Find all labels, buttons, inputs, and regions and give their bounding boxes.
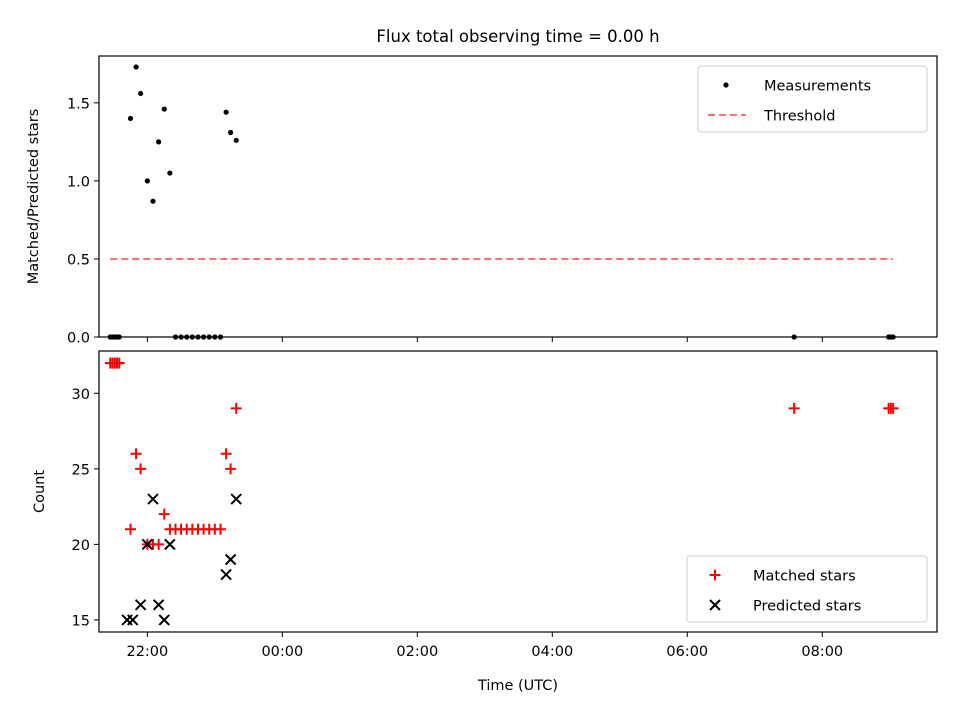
data-point	[225, 463, 237, 475]
data-point	[147, 493, 159, 505]
legend-label: Measurements	[764, 79, 871, 95]
figure-title: Flux total observing time = 0.00 h	[376, 27, 659, 46]
data-point	[167, 170, 173, 176]
legend-swatch	[709, 599, 721, 611]
legend: Measurements Threshold	[697, 65, 928, 133]
data-point	[158, 508, 170, 520]
data-point	[135, 463, 147, 475]
data-point	[887, 402, 899, 414]
data-point	[153, 538, 165, 550]
data-point	[214, 523, 226, 535]
data-point	[138, 90, 144, 97]
data-point	[127, 614, 139, 626]
x-tick-label: 08:00	[801, 644, 843, 660]
data-point	[230, 493, 242, 505]
data-point	[113, 357, 125, 369]
y-tick-label: 1.0	[67, 174, 90, 190]
x-tick-label: 02:00	[396, 644, 438, 660]
data-point	[161, 106, 167, 112]
data-point	[156, 139, 162, 145]
y-tick-label: 20	[72, 538, 90, 554]
data-point	[164, 538, 176, 551]
x-tick-label: 22:00	[126, 644, 168, 660]
data-point	[134, 599, 147, 611]
plot-frame	[98, 350, 938, 633]
x-tick-label: 00:00	[261, 644, 303, 660]
y-axis-label: Count	[32, 470, 48, 513]
data-point	[158, 614, 170, 626]
top-panel: 0.0 0.5 1.0 1.5 Matched/Predicted stars Measu…	[26, 55, 938, 347]
data-point	[223, 109, 229, 115]
y-axis-label: Matched/Predicted stars	[26, 109, 42, 285]
data-point	[144, 178, 150, 184]
data-point	[220, 448, 232, 460]
data-point	[228, 129, 234, 136]
x-tick-label: 04:00	[531, 644, 573, 660]
data-point	[133, 64, 139, 70]
y-tick-label: 0.5	[67, 252, 90, 268]
y-tick-label: 25	[72, 462, 90, 478]
data-point	[150, 198, 156, 204]
data-point	[224, 553, 237, 566]
x-axis-label: Time (UTC)	[477, 678, 558, 694]
data-point	[124, 523, 136, 535]
series-predicted-stars	[121, 493, 242, 626]
bottom-panel: 15 20 25 30 22:00 00:00 02:00 04:00 06:00 08:00 Co…	[32, 350, 938, 694]
y-tick-label: 1.5	[67, 96, 90, 112]
legend-box	[686, 555, 928, 623]
legend-label: Threshold	[763, 109, 835, 125]
legend-box	[697, 65, 928, 133]
legend-label: Predicted stars	[753, 599, 861, 615]
legend-swatch	[723, 82, 729, 88]
data-point	[788, 402, 800, 414]
y-tick-label: 30	[72, 387, 90, 403]
y-tick-label: 15	[72, 613, 90, 629]
legend: Matched stars Predicted stars	[686, 555, 928, 623]
legend-label: Matched stars	[753, 569, 856, 585]
data-point	[152, 599, 165, 611]
plot-frame	[98, 55, 938, 338]
data-point	[220, 568, 232, 581]
y-tick-label: 0.0	[67, 331, 90, 347]
data-point	[127, 115, 134, 122]
legend-swatch	[709, 569, 721, 581]
data-point	[233, 137, 239, 143]
data-point	[141, 538, 154, 551]
data-point	[130, 448, 142, 460]
x-tick-label: 06:00	[666, 644, 708, 660]
data-point	[230, 402, 242, 414]
